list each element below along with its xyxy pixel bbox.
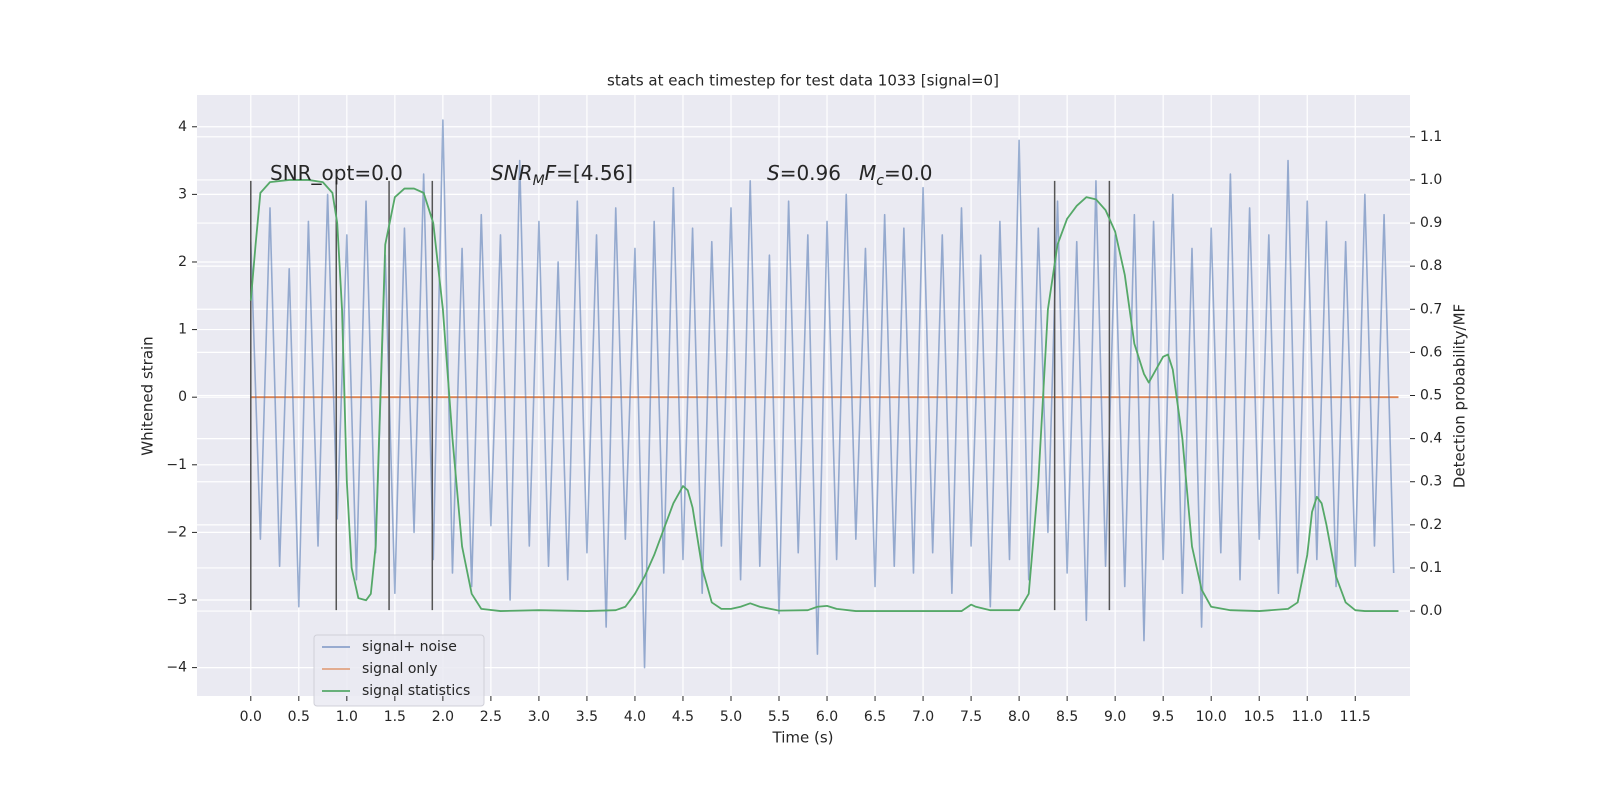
y2-tick-label: 0.2 <box>1420 517 1442 533</box>
y2-tick-label: 0.8 <box>1420 258 1442 274</box>
y-tick-label: 0 <box>178 389 187 405</box>
annotation: S=0.96 <box>767 161 841 185</box>
x-tick-label: 7.0 <box>912 709 934 725</box>
annotation-part: c <box>876 173 884 189</box>
y2-tick-label: 0.3 <box>1420 474 1442 490</box>
x-tick-label: 4.0 <box>624 709 646 725</box>
legend-label: signal statistics <box>362 683 470 699</box>
x-tick-label: 4.5 <box>672 709 694 725</box>
annotation-part: =0.96 <box>780 161 841 185</box>
y-tick-label: −4 <box>166 660 187 676</box>
legend-box <box>313 634 485 707</box>
y-tick-label: −2 <box>166 524 187 540</box>
grid <box>197 95 1410 696</box>
y2-tick-label: 0.4 <box>1420 431 1442 447</box>
x-tick-label: 6.5 <box>864 709 886 725</box>
x-tick-label: 11.5 <box>1340 709 1371 725</box>
x-axis-label: Time (s) <box>772 729 834 747</box>
annotation: SNRMF=[4.56] <box>491 161 633 189</box>
y2-tick-label: 0.7 <box>1420 301 1442 317</box>
x-tick-label: 10.5 <box>1244 709 1275 725</box>
x-tick-label: 3.0 <box>528 709 550 725</box>
y-tick-label: 2 <box>178 254 187 270</box>
y-tick-label: 4 <box>178 119 187 135</box>
y2-tick-label: 1.0 <box>1420 172 1442 188</box>
x-tick-label: 1.0 <box>336 709 358 725</box>
legend-label: signal+ noise <box>362 639 457 655</box>
x-tick-label: 11.0 <box>1292 709 1323 725</box>
y-tick-label: 1 <box>178 322 187 338</box>
x-tick-label: 0.0 <box>240 709 262 725</box>
annotation: SNR_opt=0.0 <box>270 161 403 185</box>
y2-tick-label: 0.5 <box>1420 388 1442 404</box>
y2-tick-label: 0.6 <box>1420 344 1442 360</box>
annotation-part: SNR <box>491 161 533 185</box>
y2-tick-label: 0.0 <box>1420 603 1442 619</box>
y2-tick-label: 0.9 <box>1420 215 1442 231</box>
y2-tick-label: 1.1 <box>1420 129 1442 145</box>
annotation-part: =[4.56] <box>556 161 633 185</box>
x-tick-label: 2.0 <box>432 709 454 725</box>
x-tick-label: 6.0 <box>816 709 838 725</box>
x-tick-label: 5.5 <box>768 709 790 725</box>
legend-label: signal only <box>362 661 437 677</box>
annotation-part: F <box>545 161 557 185</box>
x-tick-label: 10.0 <box>1196 709 1227 725</box>
series-line <box>249 179 1399 612</box>
x-tick-label: 0.5 <box>288 709 310 725</box>
x-tick-label: 9.0 <box>1104 709 1126 725</box>
x-tick-label: 1.5 <box>384 709 406 725</box>
y-tick-label: 3 <box>178 186 187 202</box>
y-tick-label: −1 <box>166 457 187 473</box>
x-tick-label: 9.5 <box>1152 709 1174 725</box>
x-tick-label: 8.0 <box>1008 709 1030 725</box>
x-tick-label: 8.5 <box>1056 709 1078 725</box>
series-line <box>249 119 1395 669</box>
annotation: Mc=0.0 <box>859 161 933 189</box>
x-tick-label: 7.5 <box>960 709 982 725</box>
y-axis-label: Whitened strain <box>139 336 157 455</box>
legend: signal+ noise signal only signal statistic… <box>313 634 485 707</box>
chart-title: stats at each timestep for test data 103… <box>607 72 999 90</box>
annotation-part: S <box>767 161 780 185</box>
x-tick-label: 3.5 <box>576 709 598 725</box>
annotation-part: M <box>533 173 545 189</box>
y2-axis-label: Detection probability/MF <box>1451 304 1469 488</box>
y-tick-label: −3 <box>166 592 187 608</box>
y2-tick-label: 0.1 <box>1420 560 1442 576</box>
x-tick-label: 2.5 <box>480 709 502 725</box>
annotation-part: =0.0 <box>884 161 933 185</box>
annotation-part: M <box>859 161 876 185</box>
x-tick-label: 5.0 <box>720 709 742 725</box>
marks <box>249 119 1399 669</box>
